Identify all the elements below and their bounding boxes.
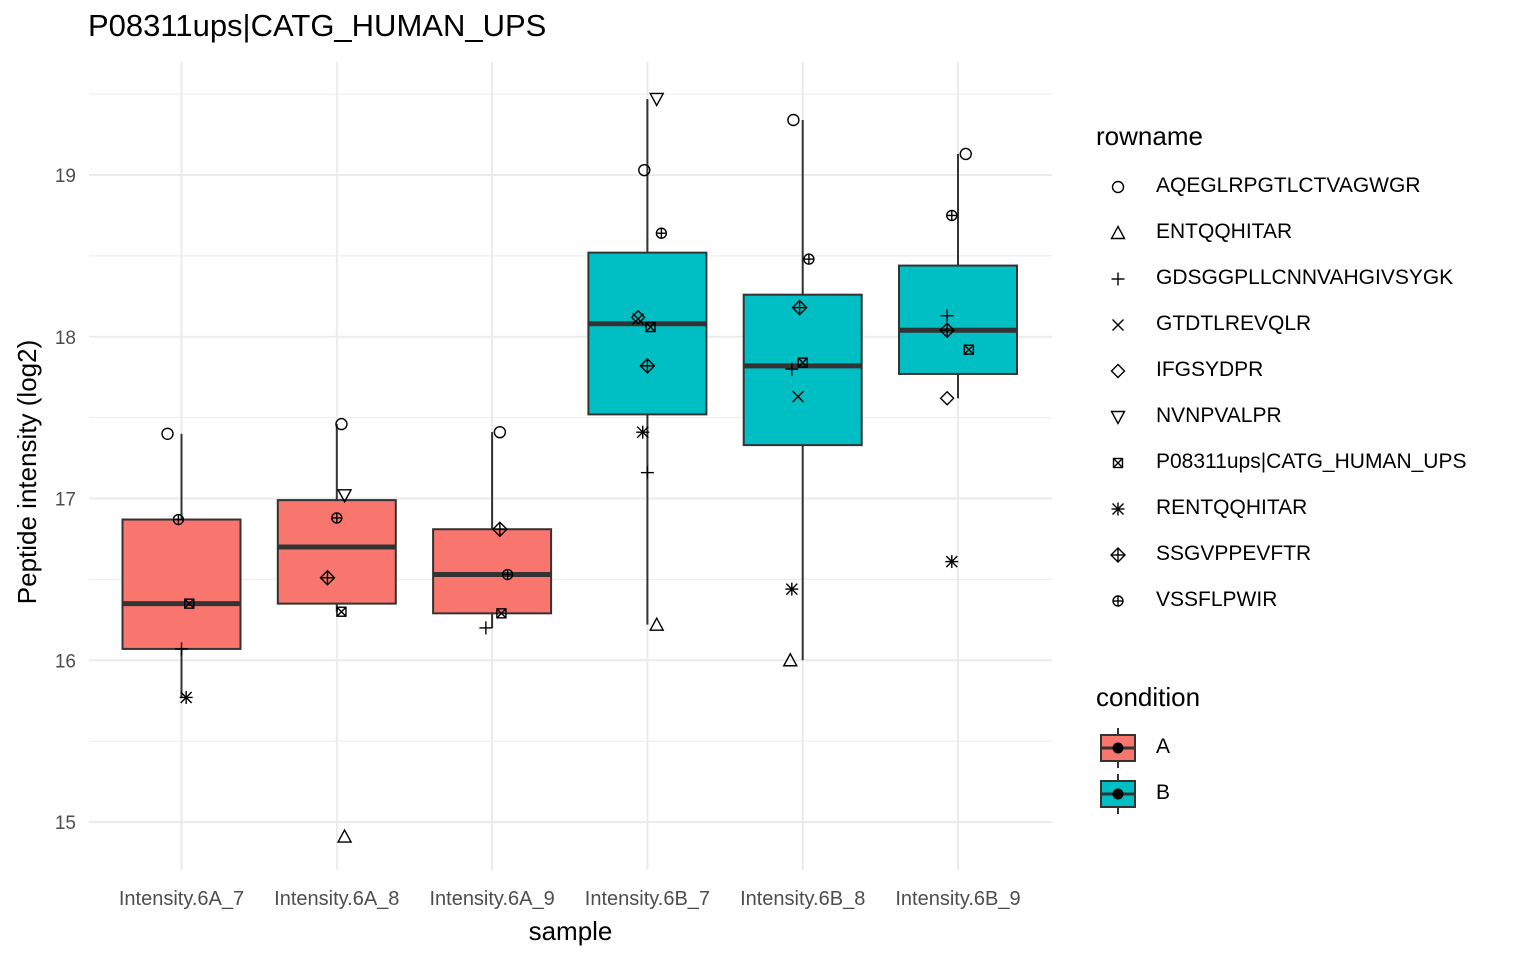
legend-rowname-label: GDSGGPLLCNNVAHGIVSYGK (1156, 266, 1454, 289)
legend-rowname-label: ENTQQHITAR (1156, 220, 1293, 243)
data-point-square-cross (496, 608, 507, 619)
legend-key-circle-plus (1112, 595, 1124, 607)
data-point-square-cross (797, 357, 808, 368)
data-point-circle-plus (172, 513, 185, 526)
legend-condition-key (1100, 728, 1136, 768)
x-tick-label: Intensity.6B_7 (585, 888, 710, 910)
legend-rowname-label: P08311ups|CATG_HUMAN_UPS (1156, 450, 1467, 473)
box-iqr (587, 251, 708, 416)
data-point-plus (479, 621, 493, 635)
data-point-plus (785, 362, 799, 376)
chart-title: P08311ups|CATG_HUMAN_UPS (88, 8, 547, 43)
data-point-plus (640, 466, 654, 480)
data-point-triangle-up (649, 616, 665, 631)
legend-condition-label: A (1156, 735, 1171, 758)
legend-rowname-label: VSSFLPWIR (1156, 588, 1278, 611)
x-tick-label: Intensity.6B_8 (740, 888, 865, 910)
legend-condition-label: B (1156, 781, 1171, 804)
axes: 15 16 17 18 19 Intensity.6A_7 Intensity.6A_8 In… (12, 166, 1021, 946)
legend-keys (1100, 180, 1136, 814)
boxplots (121, 98, 1018, 698)
legend-rowname-label: GTDTLREVQLR (1156, 312, 1312, 335)
box-iqr (898, 264, 1018, 375)
data-point-asterisk (636, 425, 650, 439)
data-point-plus (940, 309, 954, 323)
x-tick-label: Intensity.6A_7 (119, 888, 244, 910)
data-point-circle-plus (946, 209, 958, 222)
data-point-diamond-plus (639, 357, 656, 374)
data-point-triangle-down (336, 489, 353, 504)
box-iqr (432, 528, 553, 615)
data-point-circle (787, 113, 800, 127)
data-point-diamond-plus (939, 322, 956, 339)
data-point-circle-plus (655, 227, 668, 239)
legend-key-plus (1111, 272, 1125, 286)
legend-key-triangle-down (1110, 410, 1126, 425)
legend-condition-key (1100, 774, 1136, 814)
legend-rowname-label: NVNPVALPR (1156, 404, 1282, 427)
x-tick-label: Intensity.6A_8 (274, 888, 399, 910)
data-point-diamond (939, 390, 955, 406)
x-axis-label: sample (529, 916, 613, 946)
y-axis-label: Peptide intensity (log2) (12, 340, 42, 604)
y-tick-label: 19 (55, 166, 76, 187)
data-point-circle-plus (501, 568, 514, 581)
legend-key-diamond-plus (1110, 547, 1126, 563)
data-point-square-cross (963, 344, 975, 355)
data-point-diamond-plus (791, 299, 808, 316)
y-tick-label: 18 (55, 328, 76, 349)
legend-rowname-title: rowname (1096, 121, 1203, 151)
legend-key-square-cross (1112, 457, 1124, 469)
data-point-circle (335, 417, 348, 431)
legend-key-diamond (1110, 363, 1126, 379)
data-point-asterisk (945, 555, 959, 569)
grid-lines (89, 62, 1052, 870)
x-tick-label: Intensity.6A_9 (429, 888, 554, 910)
box-iqr (742, 293, 863, 447)
box-iqr (121, 518, 242, 650)
data-point-triangle-down (649, 92, 665, 107)
legend-key-asterisk (1111, 502, 1125, 516)
data-point-circle-plus (803, 253, 815, 265)
legend-rowname-label: RENTQQHITAR (1156, 496, 1308, 519)
legend-condition-title: condition (1096, 682, 1201, 712)
data-point-square-cross (336, 606, 347, 617)
data-point-diamond-plus (491, 521, 508, 538)
data-points (161, 92, 975, 843)
data-point-diamond-plus (319, 569, 336, 586)
legend-rowname-label: AQEGLRPGTLCTVAGWGR (1156, 174, 1421, 197)
legend-key-cross (1112, 319, 1124, 331)
data-point-circle (638, 163, 651, 177)
data-point-triangle-up (336, 828, 353, 843)
data-point-square-cross (184, 598, 195, 609)
data-point-circle (161, 427, 174, 440)
legend-key-triangle-up (1110, 225, 1126, 240)
data-point-triangle-up (782, 652, 798, 667)
y-tick-label: 15 (55, 813, 76, 834)
legend-rowname-label: SSGVPPEVFTR (1156, 542, 1312, 565)
data-point-circle-plus (331, 512, 343, 524)
legend-key-circle (1111, 180, 1125, 194)
data-point-circle (959, 147, 972, 161)
legend-rowname-label: IFGSYDPR (1156, 358, 1264, 381)
data-point-cross (792, 390, 805, 403)
data-point-asterisk (179, 690, 193, 704)
data-point-plus (175, 642, 188, 656)
y-tick-label: 16 (55, 651, 76, 672)
y-tick-label: 17 (55, 490, 76, 511)
data-point-square-cross (645, 321, 656, 333)
x-tick-label: Intensity.6B_9 (895, 888, 1020, 910)
data-point-diamond (630, 309, 646, 325)
data-point-asterisk (785, 582, 799, 596)
data-point-circle (493, 425, 507, 439)
